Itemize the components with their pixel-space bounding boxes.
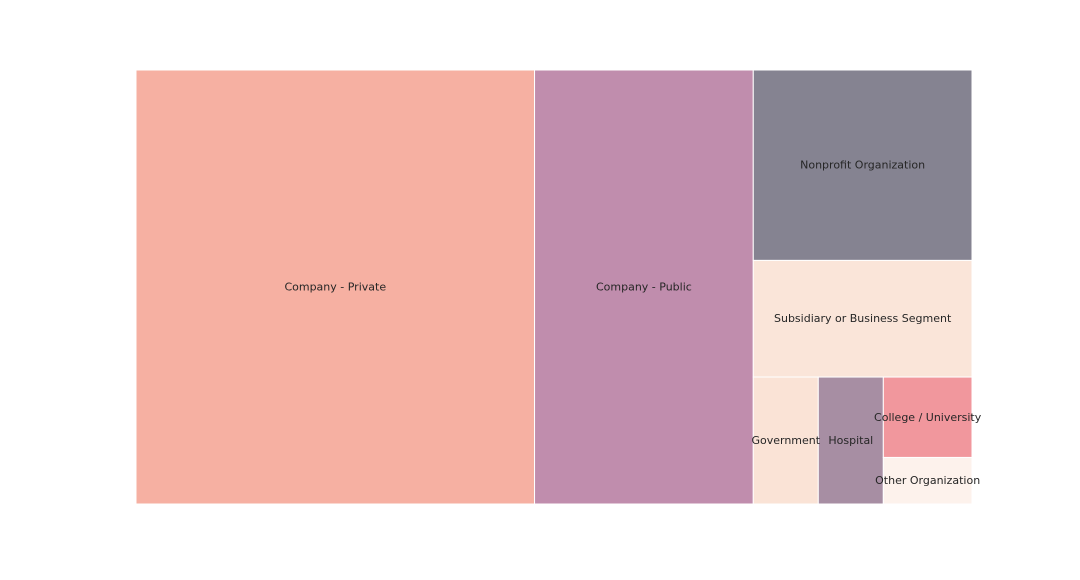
tile-subsidiary-or-business-segment bbox=[752, 259, 973, 378]
labels-layer: Company - Private Company - Public Nonprof… bbox=[284, 159, 981, 488]
tile-label-hospital: Hospital bbox=[828, 434, 873, 447]
tile-nonprofit-organization bbox=[752, 69, 973, 261]
tiles-layer bbox=[135, 69, 973, 505]
tile-government bbox=[752, 376, 819, 505]
tile-label-subsidiary-or-business-segment: Subsidiary or Business Segment bbox=[774, 312, 952, 325]
tile-label-company-private: Company - Private bbox=[284, 281, 386, 294]
tile-hospital bbox=[817, 376, 884, 505]
tile-label-other-organization: Other Organization bbox=[875, 474, 980, 487]
tile-label-company-public: Company - Public bbox=[596, 281, 692, 294]
tile-other-organization bbox=[882, 456, 973, 505]
tile-label-nonprofit-organization: Nonprofit Organization bbox=[800, 159, 925, 172]
tile-label-government: Government bbox=[751, 434, 820, 447]
tile-company-private bbox=[135, 69, 536, 505]
tile-label-college-university: College / University bbox=[874, 411, 982, 424]
tile-company-public bbox=[534, 69, 754, 505]
